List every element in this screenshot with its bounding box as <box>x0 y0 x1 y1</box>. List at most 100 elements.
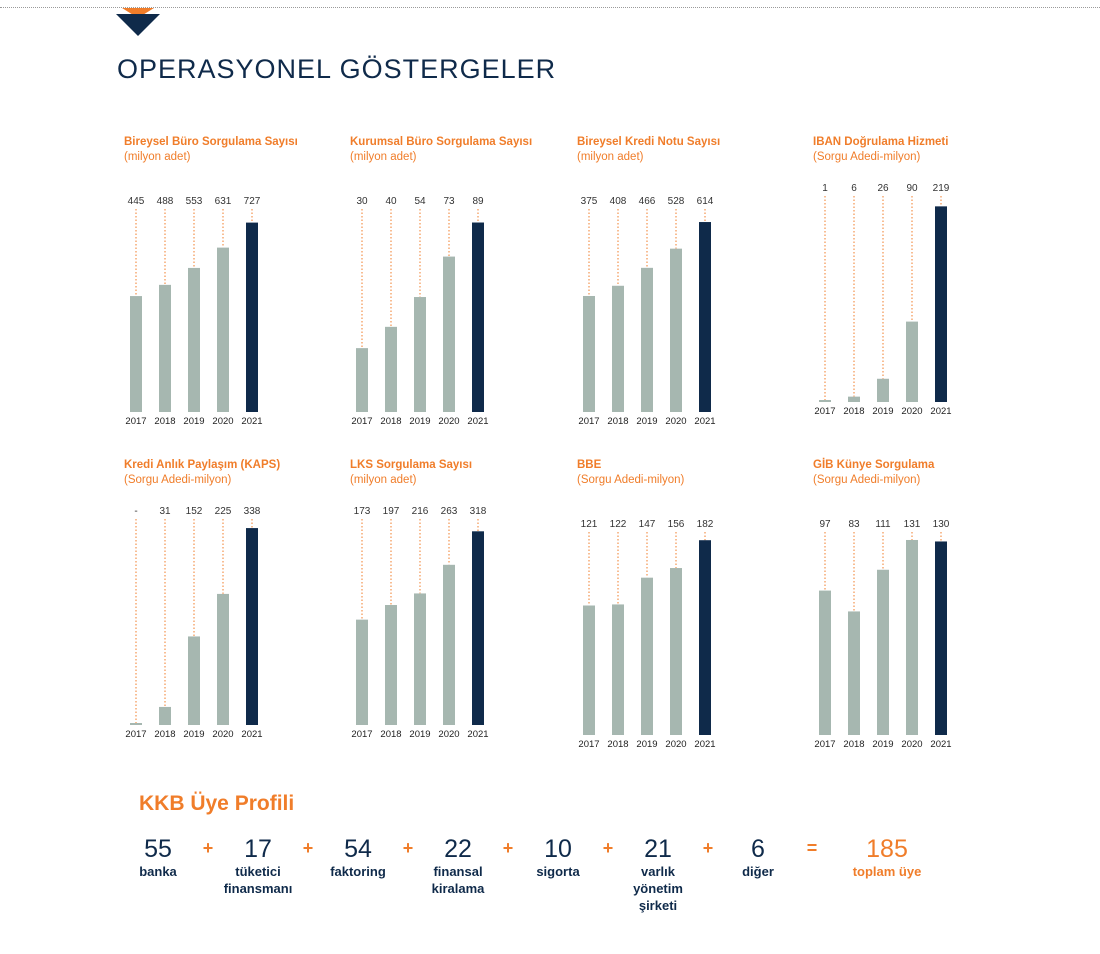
chart-subtitle: (Sorgu Adedi-milyon) <box>813 151 921 163</box>
category-label: 2021 <box>694 416 715 427</box>
value-label: 156 <box>668 519 685 530</box>
chart-subtitle: (Sorgu Adedi-milyon) <box>124 474 232 486</box>
bar-chart-svg: 173 2017 197 2018 216 2019 263 2020 318 2021 <box>351 506 488 740</box>
value-label: 197 <box>383 506 400 517</box>
category-label: 2018 <box>843 406 864 417</box>
category-label: 2020 <box>212 729 233 740</box>
bar <box>670 568 682 735</box>
chart-subtitle: (milyon adet) <box>124 151 191 163</box>
stat-value: 21 <box>644 835 672 863</box>
bar <box>159 706 171 725</box>
bar-chart-svg: - 2017 31 2018 152 2019 225 2020 338 2021 <box>125 506 262 740</box>
category-label: 2017 <box>814 739 835 750</box>
value-label: 225 <box>215 506 232 517</box>
member-stat: 21 varlık yönetim şirketi <box>598 835 718 914</box>
stat-value: 22 <box>444 835 472 863</box>
value-label: 6 <box>851 183 857 194</box>
bar <box>583 605 595 735</box>
stat-label: sigorta <box>536 864 580 879</box>
chart-subtitle: (Sorgu Adedi-milyon) <box>577 474 685 486</box>
top-divider <box>0 7 1100 8</box>
category-label: 2021 <box>467 729 488 740</box>
category-label: 2017 <box>125 416 146 427</box>
value-label: 40 <box>385 196 397 207</box>
value-label: 1 <box>822 183 828 194</box>
bar <box>819 400 831 402</box>
value-label: 89 <box>472 196 484 207</box>
bar <box>246 528 258 725</box>
category-label: 2019 <box>183 416 204 427</box>
member-stat: 6 diğer <box>698 835 818 880</box>
category-label: 2021 <box>930 406 951 417</box>
category-label: 2021 <box>467 416 488 427</box>
bar <box>641 577 653 735</box>
bar <box>906 321 918 402</box>
stat-label: finansal <box>433 864 483 879</box>
value-label: 466 <box>639 196 656 207</box>
stat-value: 185 <box>866 835 908 863</box>
category-label: 2018 <box>843 739 864 750</box>
stat-value: 54 <box>344 835 372 863</box>
bar <box>699 540 711 735</box>
bar <box>935 541 947 735</box>
plus-sign: + <box>302 838 314 858</box>
value-label: 553 <box>186 196 203 207</box>
chart-subtitle: (milyon adet) <box>350 151 417 163</box>
bar <box>848 611 860 735</box>
category-label: 2018 <box>380 416 401 427</box>
category-label: 2019 <box>409 416 430 427</box>
category-label: 2018 <box>607 739 628 750</box>
value-label: 73 <box>443 196 455 207</box>
bar <box>217 593 229 725</box>
bar-chart-svg: 30 2017 40 2018 54 2019 73 2020 89 2021 <box>351 196 488 427</box>
value-label: 131 <box>904 519 921 530</box>
category-label: 2018 <box>380 729 401 740</box>
bar <box>877 569 889 735</box>
plus-sign: + <box>202 838 214 858</box>
value-label: 152 <box>186 506 203 517</box>
chart-title: GİB Künye Sorgulama <box>813 459 935 471</box>
member-stat: 55 banka <box>98 835 218 880</box>
stat-label: varlık <box>641 864 675 879</box>
member-stat: 54 faktoring <box>298 835 418 880</box>
category-label: 2019 <box>636 739 657 750</box>
plus-sign: + <box>702 838 714 858</box>
value-label: 83 <box>848 519 860 530</box>
category-label: 2020 <box>665 416 686 427</box>
chart-title: Bireysel Büro Sorgulama Sayısı <box>124 136 298 148</box>
bar <box>819 590 831 735</box>
category-label: 2020 <box>438 416 459 427</box>
stat-value: 6 <box>751 835 765 863</box>
value-label: 122 <box>610 519 627 530</box>
chart-title: Kurumsal Büro Sorgulama Sayısı <box>350 136 533 148</box>
bar-chart-svg: 1 2017 6 2018 26 2019 90 2020 219 2021 <box>814 183 951 417</box>
stat-value: 17 <box>244 835 272 863</box>
value-label: 375 <box>581 196 598 207</box>
value-label: 54 <box>414 196 426 207</box>
value-label: 408 <box>610 196 627 207</box>
value-label: 130 <box>933 519 950 530</box>
stat-label: toplam üye <box>852 864 922 879</box>
chart-title: IBAN Doğrulama Hizmeti <box>813 136 949 148</box>
plus-sign: + <box>602 838 614 858</box>
bar <box>641 267 653 412</box>
chart-title: LKS Sorgulama Sayısı <box>350 459 473 471</box>
stat-label: finansmanı <box>223 881 293 896</box>
category-label: 2017 <box>351 729 372 740</box>
value-label: 216 <box>412 506 429 517</box>
category-label: 2020 <box>901 406 922 417</box>
category-label: 2020 <box>212 416 233 427</box>
bar <box>188 636 200 725</box>
value-label: 97 <box>819 519 831 530</box>
category-label: 2019 <box>872 406 893 417</box>
stat-label: banka <box>139 864 177 879</box>
category-label: 2017 <box>578 739 599 750</box>
value-label: 182 <box>697 519 714 530</box>
profile-title: KKB Üye Profili <box>139 792 295 815</box>
bar <box>670 248 682 412</box>
value-label: 121 <box>581 519 598 530</box>
value-label: 31 <box>159 506 171 517</box>
category-label: 2020 <box>438 729 459 740</box>
bar <box>612 285 624 412</box>
category-label: 2019 <box>636 416 657 427</box>
